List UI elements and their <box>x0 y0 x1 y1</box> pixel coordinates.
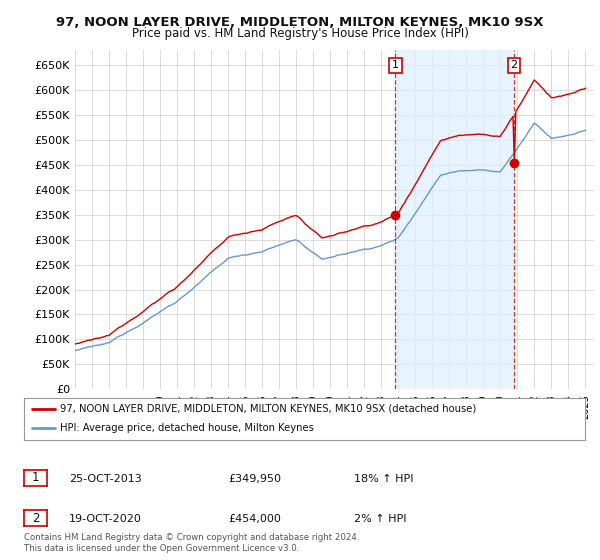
Text: HPI: Average price, detached house, Milton Keynes: HPI: Average price, detached house, Milt… <box>61 423 314 433</box>
Text: 1: 1 <box>32 471 39 484</box>
Text: Price paid vs. HM Land Registry's House Price Index (HPI): Price paid vs. HM Land Registry's House … <box>131 27 469 40</box>
Text: 18% ↑ HPI: 18% ↑ HPI <box>354 474 413 484</box>
Text: £454,000: £454,000 <box>228 514 281 524</box>
Text: 25-OCT-2013: 25-OCT-2013 <box>69 474 142 484</box>
Text: Contains HM Land Registry data © Crown copyright and database right 2024.
This d: Contains HM Land Registry data © Crown c… <box>24 533 359 553</box>
Text: £349,950: £349,950 <box>228 474 281 484</box>
Text: 2% ↑ HPI: 2% ↑ HPI <box>354 514 407 524</box>
Text: 1: 1 <box>392 60 399 71</box>
Text: 97, NOON LAYER DRIVE, MIDDLETON, MILTON KEYNES, MK10 9SX: 97, NOON LAYER DRIVE, MIDDLETON, MILTON … <box>56 16 544 29</box>
Text: 2: 2 <box>32 511 39 525</box>
Text: 19-OCT-2020: 19-OCT-2020 <box>69 514 142 524</box>
Bar <box>395 50 514 389</box>
Text: 2: 2 <box>511 60 518 71</box>
Text: 97, NOON LAYER DRIVE, MIDDLETON, MILTON KEYNES, MK10 9SX (detached house): 97, NOON LAYER DRIVE, MIDDLETON, MILTON … <box>61 404 477 414</box>
